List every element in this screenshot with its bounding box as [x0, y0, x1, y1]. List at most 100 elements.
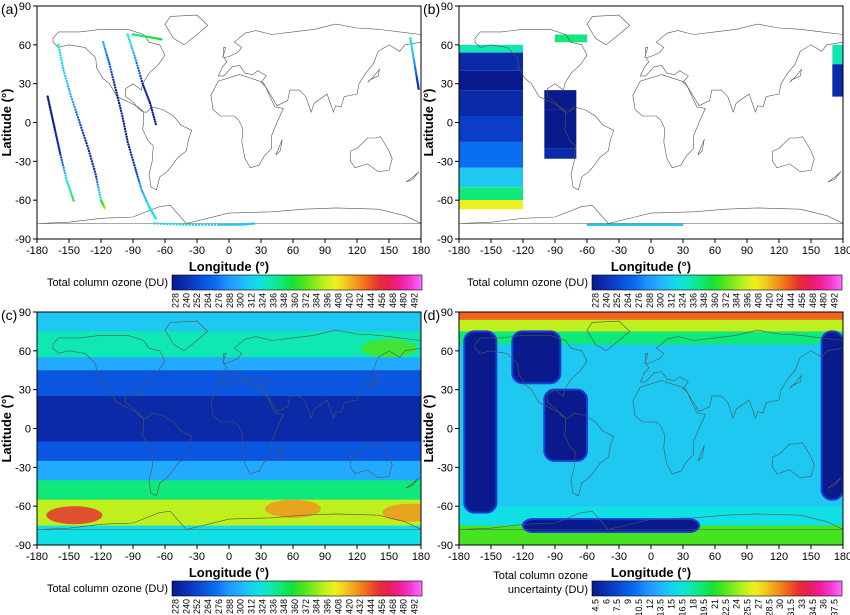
track-point [55, 136, 58, 139]
track-point [415, 74, 418, 77]
colorbar-tick-label: 276 [214, 293, 224, 308]
x-tick-label: -90 [125, 245, 141, 257]
swath-cell [459, 167, 523, 188]
track-point [67, 186, 71, 189]
track-point [94, 173, 97, 176]
track-point [67, 183, 70, 187]
x-tick-label: 180 [834, 245, 850, 257]
colorbar-tick-label: 12 [645, 599, 655, 609]
track-point [137, 179, 141, 183]
colorbar-tick-label: 276 [214, 599, 224, 614]
track-point [169, 222, 172, 226]
colorbar-tick-label: 444 [366, 599, 376, 614]
coastline [405, 477, 420, 489]
track-point [59, 56, 63, 59]
track-point [52, 120, 55, 124]
x-tick-label: -120 [512, 245, 534, 257]
track-point [413, 64, 417, 67]
colorbar-tick-label: 336 [268, 599, 278, 614]
track-point [142, 86, 146, 89]
track-point [131, 158, 135, 162]
coastline [350, 136, 393, 173]
track-point [411, 52, 415, 56]
track-point [97, 188, 101, 192]
track-point [159, 222, 162, 225]
coastline [644, 353, 649, 364]
coastline [37, 510, 421, 530]
colorbar-tick-label: 468 [808, 293, 818, 308]
track-point [79, 123, 82, 127]
colorbar-tick-label: 444 [366, 293, 376, 308]
track-point [412, 58, 416, 61]
track-point [56, 142, 60, 145]
panel-c: -180 -150 -120 -90 -60 -30 0 30 60 90 120 150 180 -90… [0, 307, 430, 614]
x-tick-label: 0 [226, 245, 232, 257]
coastline [827, 477, 842, 489]
swath-cell [587, 223, 683, 227]
track-point [229, 223, 233, 226]
track-point [88, 152, 91, 155]
track-point [234, 223, 237, 226]
colorbar-tick-label: 300 [656, 293, 666, 308]
colorbar-tick-label: 21 [710, 599, 720, 609]
colorbar-tick-label: 360 [290, 293, 300, 308]
track-point [128, 148, 132, 151]
track-point [207, 223, 210, 226]
track-point [95, 175, 98, 179]
track-point [71, 197, 75, 200]
plot-area [459, 312, 843, 545]
swath-cell [832, 44, 843, 65]
colorbar-tick-label: 240 [181, 293, 191, 308]
y-tick-label: 90 [441, 1, 453, 13]
y-tick-label: -90 [437, 234, 453, 246]
track-point [59, 156, 63, 159]
x-tick-label: 150 [380, 245, 398, 257]
x-tick-label: 150 [380, 551, 398, 563]
track-point [91, 162, 94, 166]
track-point [69, 190, 72, 193]
track-point [111, 75, 114, 79]
colorbar-tick-label: 15 [667, 599, 677, 609]
track-point [204, 223, 207, 226]
track-point [56, 140, 59, 143]
swath-cell [459, 200, 523, 210]
track-point [409, 39, 412, 42]
track-point [172, 223, 175, 226]
track-point [139, 74, 142, 78]
track-point [49, 107, 52, 110]
x-tick-label: 120 [348, 245, 366, 257]
track-point [110, 70, 113, 74]
track-point [160, 38, 163, 41]
colorbar-tick-label: 408 [333, 599, 343, 614]
track-point [57, 46, 61, 49]
swath-cell [459, 52, 523, 71]
colorbar-tick-label: 480 [399, 293, 409, 308]
track-point [194, 223, 198, 226]
colorbar-tick-label: 456 [797, 293, 807, 308]
swath-cell [544, 90, 577, 110]
track-point [63, 169, 66, 172]
track-point [50, 112, 53, 116]
track-point [140, 79, 144, 83]
track-point [175, 223, 178, 226]
x-tick-label: -150 [58, 551, 80, 563]
track-point [138, 72, 141, 75]
coastline [644, 47, 649, 58]
track-point [89, 157, 93, 160]
track-point [81, 129, 84, 132]
colorbar-tick-label: 300 [236, 599, 246, 614]
track-point [97, 186, 100, 189]
colorbar-tick-label: 288 [645, 293, 655, 308]
colorbar-tick-label: 252 [612, 293, 622, 308]
plot-area [459, 14, 843, 227]
track-point [87, 149, 91, 153]
track-point [67, 87, 71, 91]
x-tick-label: 120 [348, 551, 366, 563]
track-point [127, 145, 131, 149]
track-point [60, 158, 63, 162]
x-tick-label: -30 [611, 551, 627, 563]
track-point [75, 110, 78, 114]
colorbar-tick-label: 360 [290, 599, 300, 614]
track-point [135, 171, 138, 174]
x-tick-label: -120 [90, 551, 112, 563]
